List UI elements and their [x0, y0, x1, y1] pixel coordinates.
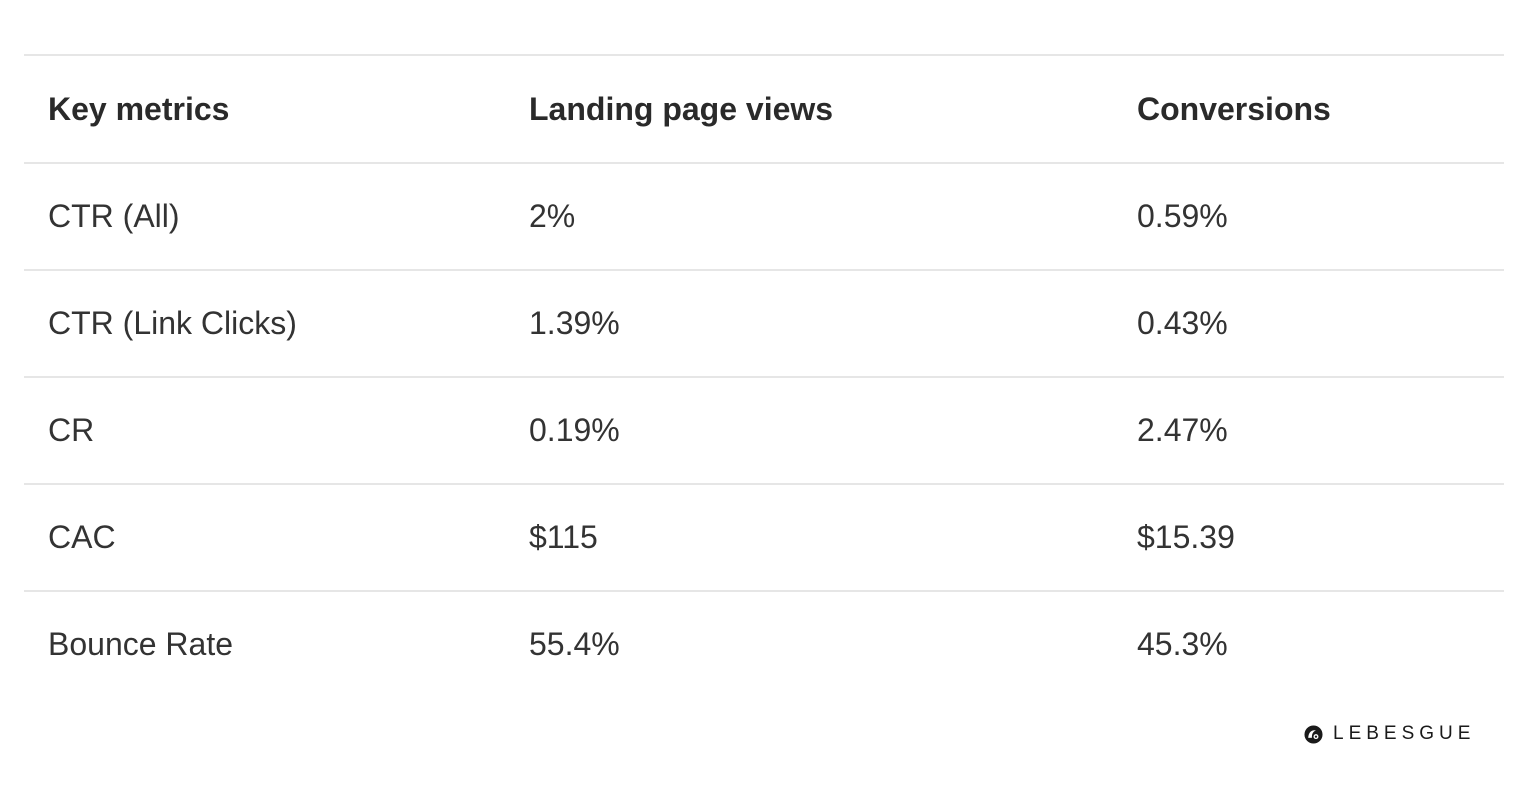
metric-name: CAC [24, 484, 505, 592]
metric-name: CTR (Link Clicks) [24, 270, 505, 378]
conversions-value: 0.43% [1113, 270, 1504, 378]
metric-name: CR [24, 377, 505, 485]
brand-name: LEBESGUE [1333, 723, 1476, 744]
metric-name: Bounce Rate [48, 626, 234, 662]
header-conversions: Conversions [1113, 54, 1504, 164]
conversions-value: 45.3% [1137, 626, 1228, 662]
table-row: CTR (Link Clicks) 1.39% 0.43% [24, 270, 1504, 378]
brand-logo: LEBESGUE [1304, 723, 1475, 745]
landing-page-views-value: 55.4% [529, 626, 620, 662]
header-key-metrics: Key metrics [24, 54, 505, 164]
conversions-value: $15.39 [1113, 484, 1504, 592]
landing-page-views-value: 2% [505, 163, 1113, 271]
table-row: CTR (All) 2% 0.59% [24, 163, 1504, 271]
conversions-value: 0.59% [1113, 163, 1504, 271]
landing-page-views-value: $115 [505, 484, 1113, 592]
conversions-value: 2.47% [1113, 377, 1504, 485]
metric-name: CTR (All) [24, 163, 505, 271]
landing-page-views-value: 1.39% [505, 270, 1113, 378]
table-row: Bounce Rate 55.4% 45.3% [24, 591, 1504, 697]
metrics-table: Key metrics Landing page views Conversio… [24, 54, 1504, 697]
landing-page-views-value: 0.19% [505, 377, 1113, 485]
table-header-row: Key metrics Landing page views Conversio… [24, 54, 1504, 164]
table-row: CR 0.19% 2.47% [24, 377, 1504, 485]
lebesgue-logo-icon [1304, 724, 1323, 744]
header-landing-page-views: Landing page views [505, 54, 1113, 164]
table-row: CAC $115 $15.39 [24, 484, 1504, 592]
